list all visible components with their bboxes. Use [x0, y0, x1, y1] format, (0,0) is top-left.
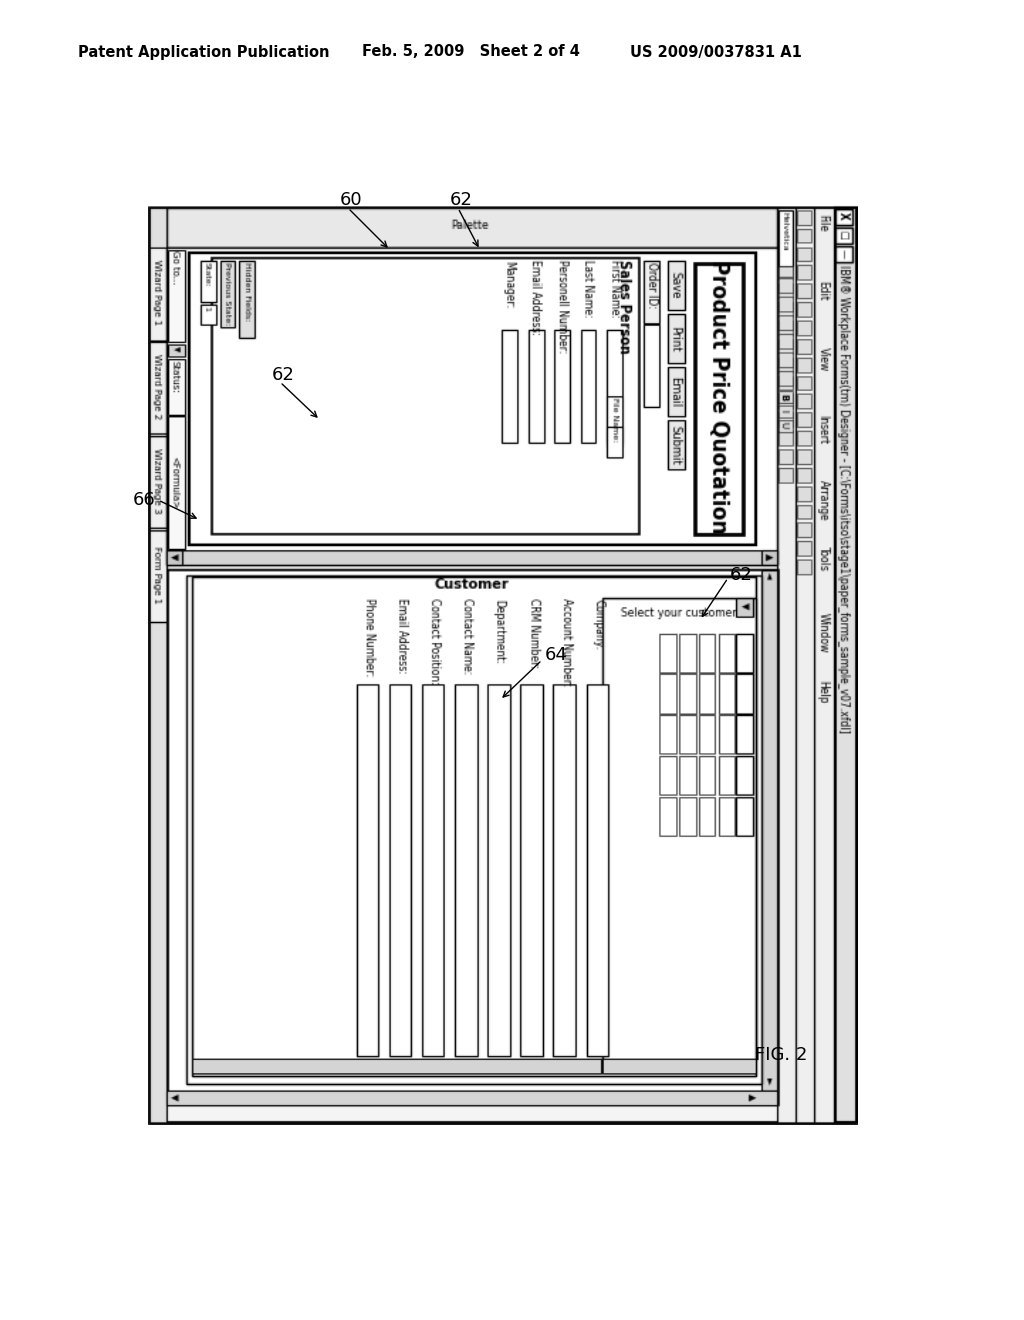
Text: 60: 60	[340, 191, 362, 209]
Text: Patent Application Publication: Patent Application Publication	[78, 45, 330, 59]
Text: US 2009/0037831 A1: US 2009/0037831 A1	[630, 45, 802, 59]
Text: 62: 62	[450, 191, 473, 209]
Text: 62: 62	[730, 566, 753, 583]
Text: FIG. 2: FIG. 2	[755, 1045, 807, 1064]
Text: Feb. 5, 2009   Sheet 2 of 4: Feb. 5, 2009 Sheet 2 of 4	[362, 45, 580, 59]
Text: 66: 66	[132, 491, 155, 510]
Text: 62: 62	[272, 366, 295, 384]
Text: 64: 64	[545, 645, 568, 664]
